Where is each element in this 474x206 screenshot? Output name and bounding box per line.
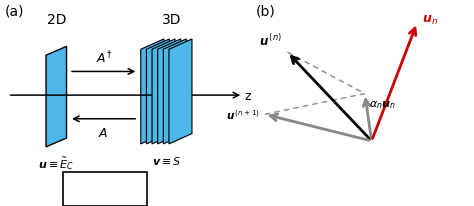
Text: $\mathbf{u} = A\,\mathbf{v}$: $\mathbf{u} = A\,\mathbf{v}$ — [80, 182, 130, 196]
Text: $\boldsymbol{u}_n$: $\boldsymbol{u}_n$ — [422, 14, 438, 27]
Polygon shape — [152, 40, 175, 144]
Polygon shape — [158, 40, 181, 144]
Text: 3D: 3D — [162, 13, 181, 27]
Polygon shape — [169, 40, 192, 144]
Text: $A$: $A$ — [99, 126, 109, 139]
Text: 2D: 2D — [46, 13, 66, 27]
Text: $A^{\dagger}$: $A^{\dagger}$ — [96, 50, 112, 66]
Text: (a): (a) — [5, 4, 25, 18]
Text: $\alpha_n\boldsymbol{u}_n$: $\alpha_n\boldsymbol{u}_n$ — [369, 99, 396, 110]
Text: $\boldsymbol{v} \equiv S$: $\boldsymbol{v} \equiv S$ — [152, 154, 181, 166]
Polygon shape — [164, 40, 186, 144]
Polygon shape — [46, 47, 66, 147]
Text: $\boldsymbol{u}^{\,(n)}$: $\boldsymbol{u}^{\,(n)}$ — [259, 33, 282, 49]
Text: $\boldsymbol{u}^{\,(n+1)}$: $\boldsymbol{u}^{\,(n+1)}$ — [226, 108, 260, 122]
Text: z: z — [245, 89, 251, 102]
Text: $\boldsymbol{u} \equiv \tilde{E}_C$: $\boldsymbol{u} \equiv \tilde{E}_C$ — [38, 154, 74, 171]
FancyBboxPatch shape — [63, 172, 147, 206]
Polygon shape — [146, 40, 169, 144]
Text: (b): (b) — [255, 4, 275, 18]
Polygon shape — [141, 40, 164, 144]
